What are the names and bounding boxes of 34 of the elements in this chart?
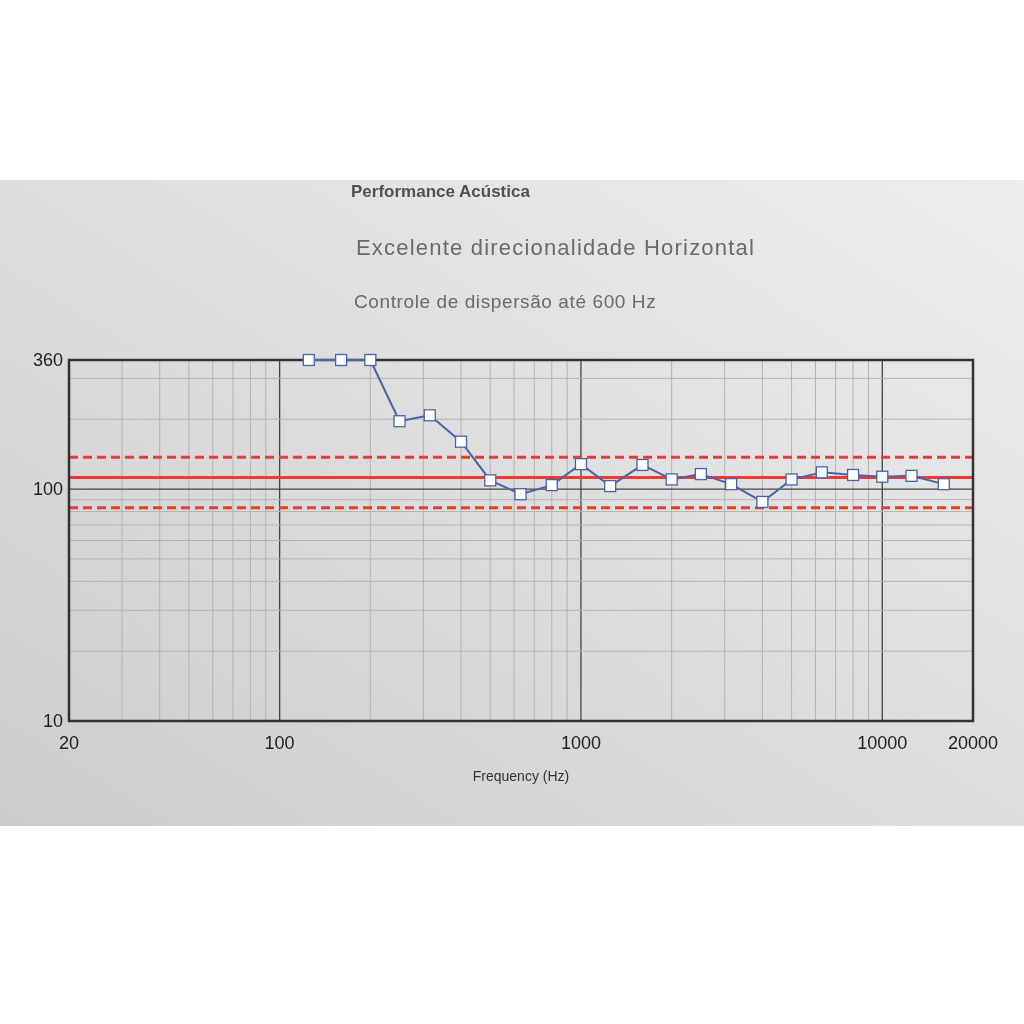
point	[846, 468, 860, 482]
chart-subtitle: Excelente direcionalidade Horizontal	[356, 235, 756, 260]
point	[423, 409, 436, 422]
point	[876, 470, 889, 483]
point	[545, 478, 558, 492]
point	[302, 353, 315, 367]
point	[514, 488, 527, 501]
x-tick-label: 20	[58, 733, 80, 753]
point	[905, 469, 918, 482]
point	[364, 353, 377, 367]
y-tick-label: 100	[32, 479, 63, 500]
x-tick-label: 100	[264, 733, 295, 753]
x-tick-label: 10000	[857, 733, 908, 753]
x-tick-label: 1000	[560, 733, 601, 753]
point	[484, 474, 497, 487]
point	[604, 479, 617, 493]
x-tick-label: 20000	[947, 733, 999, 753]
point	[574, 458, 588, 471]
text: Controle de dispersão até 600 Hz	[354, 291, 657, 312]
chart-title: Performance Acústica	[351, 182, 531, 201]
y-tick-label: 360	[32, 350, 63, 371]
point	[393, 415, 406, 428]
point	[454, 435, 468, 448]
point	[756, 495, 769, 509]
point	[636, 458, 649, 472]
y-tick-label: 10	[42, 711, 63, 732]
point	[334, 353, 348, 367]
point	[724, 477, 738, 491]
point	[937, 477, 950, 491]
x-axis-title: Frequency (Hz)	[472, 768, 570, 784]
point	[785, 473, 798, 486]
point	[694, 467, 708, 481]
point	[815, 466, 828, 479]
point	[665, 473, 678, 486]
